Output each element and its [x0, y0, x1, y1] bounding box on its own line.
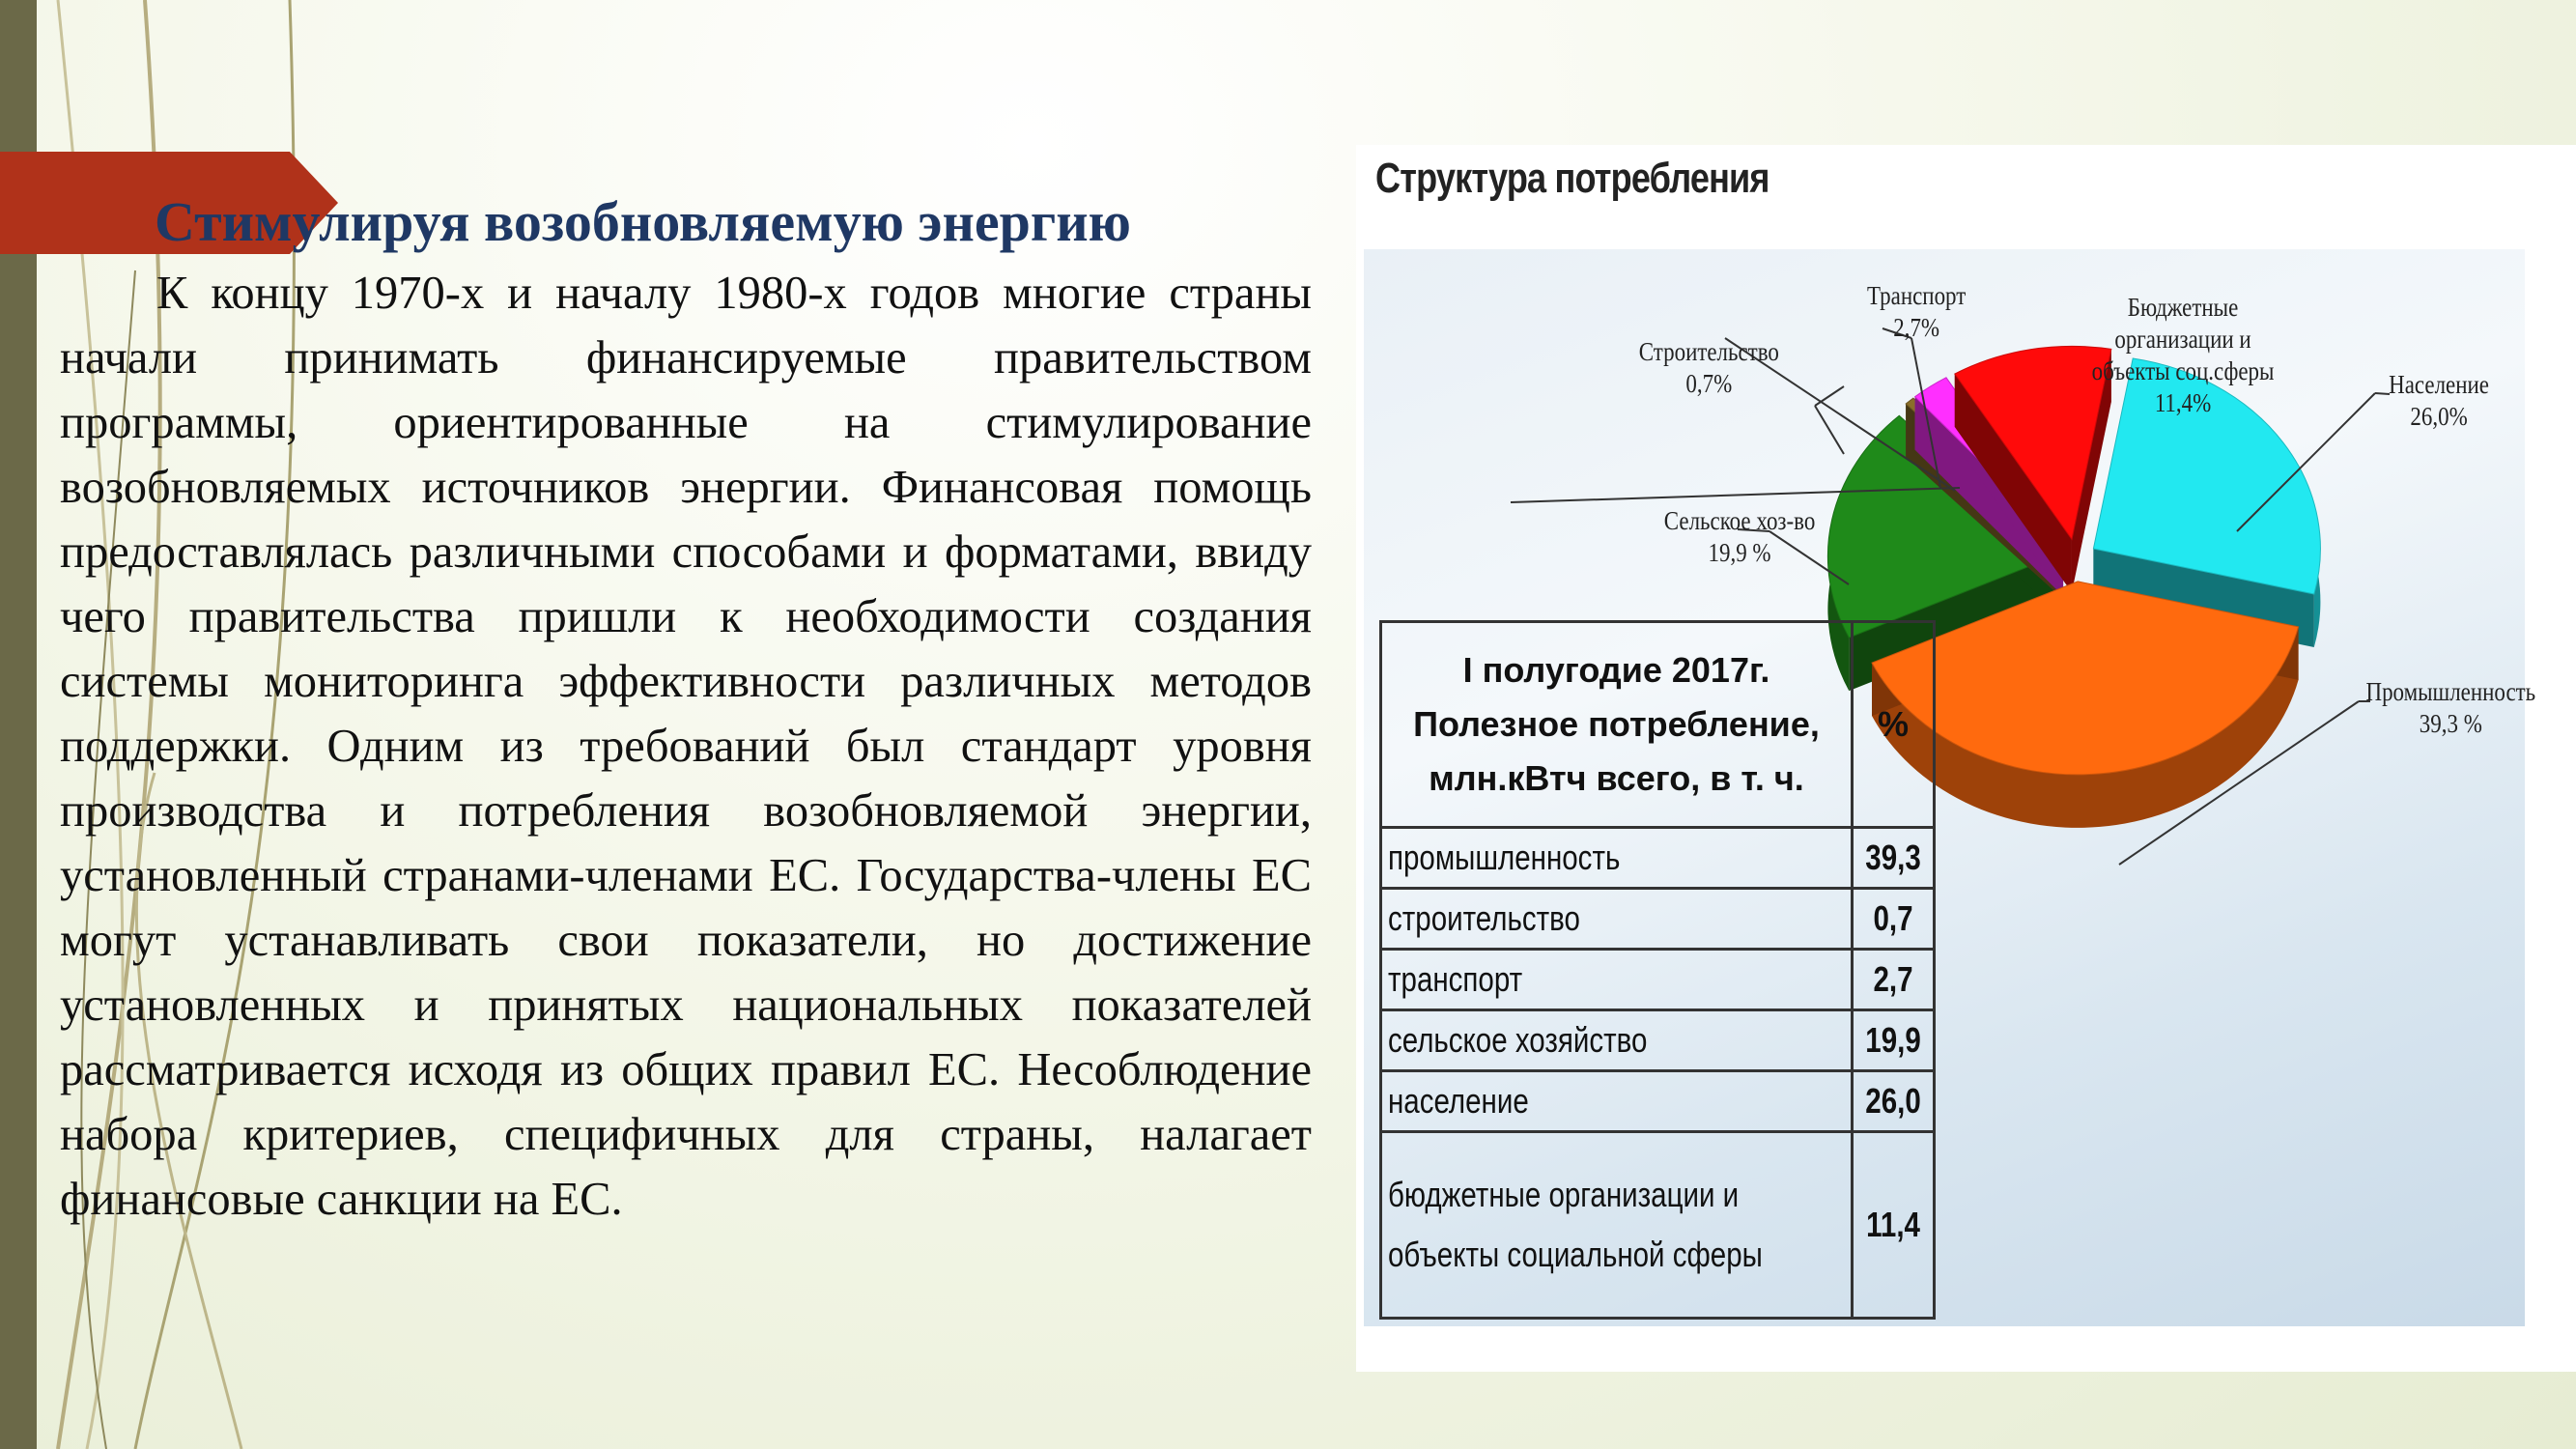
label-construction: Строительство 0,7%: [1638, 337, 1779, 398]
table-cell-value: 11,4: [1866, 1205, 1920, 1244]
table-header-label: I полугодие 2017г. Полезное потребление,…: [1379, 620, 1854, 829]
pie-slice: [1954, 345, 2112, 541]
table-cell-label: транспорт: [1388, 959, 1523, 999]
slide-body-text: К концу 1970-х и началу 1980-х годов мно…: [60, 268, 1312, 1225]
table-row: сельское хозяйство 19,9: [1379, 1009, 1937, 1072]
slide-title: Стимулируя возобновляемую энергию: [155, 190, 1131, 253]
label-transport: Транспорт 2,7%: [1867, 281, 1967, 342]
table-row: строительство 0,7: [1379, 887, 1937, 951]
table-row: транспорт 2,7: [1379, 948, 1937, 1011]
table-cell-value: 26,0: [1865, 1081, 1921, 1121]
label-agriculture: Сельское хоз-во 19,9 %: [1663, 506, 1816, 567]
label-budget: Бюджетные организации и объекты соц.сфер…: [2091, 293, 2275, 417]
table-header-row: I полугодие 2017г. Полезное потребление,…: [1379, 620, 1937, 829]
chart-panel: Структура потребления Транспорт 2,7% Стр…: [1356, 145, 2576, 1372]
table-row: бюджетные организации и объекты социальн…: [1379, 1130, 1937, 1320]
table-header-pct: %: [1850, 620, 1937, 829]
table-row: население 26,0: [1379, 1069, 1937, 1133]
decorative-lines: [56, 0, 296, 1449]
table-cell-value: 0,7: [1873, 898, 1913, 938]
chart-title: Структура потребления: [1375, 155, 1769, 202]
table-cell-value: 19,9: [1865, 1020, 1921, 1060]
table-cell-label: объекты социальной сферы: [1388, 1235, 1763, 1274]
accent-tab: [0, 152, 338, 254]
pie-slice: [1826, 414, 2056, 639]
pie-slice-wall: [1914, 396, 2064, 597]
label-industry: Промышленность 39,3 %: [2365, 677, 2536, 738]
pie-slice-wall: [1954, 374, 2072, 593]
pie-slice: [2092, 357, 2321, 595]
pie-slice-wall: [2071, 349, 2111, 593]
pie-slice-side: [1872, 626, 2299, 828]
table-cell-label: строительство: [1388, 898, 1580, 938]
table-row: промышленность 39,3: [1379, 826, 1937, 890]
table-cell-value: 39,3: [1865, 838, 1921, 877]
table-cell-label: сельское хозяйство: [1388, 1020, 1648, 1060]
label-population: Население 26,0%: [2389, 370, 2489, 431]
table-cell-label: население: [1388, 1081, 1529, 1121]
table-cell-value: 2,7: [1873, 959, 1913, 999]
table-cell-label: промышленность: [1388, 838, 1621, 877]
table-cell-label: бюджетные организации и: [1388, 1175, 1740, 1214]
consumption-table: I полугодие 2017г. Полезное потребление,…: [1379, 620, 1937, 1320]
